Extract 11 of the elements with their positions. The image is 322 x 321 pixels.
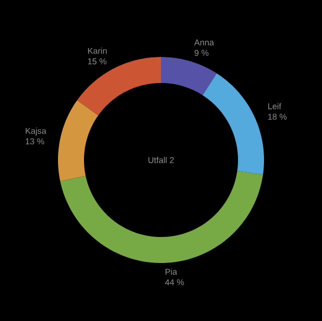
slice-label: Leif <box>268 103 282 110</box>
slice-label: Pia <box>166 268 178 275</box>
slice-label: Kajsa <box>26 128 46 136</box>
slice-label: Anna <box>194 40 214 46</box>
data-label: 44 % <box>165 279 184 286</box>
data-label: 18 % <box>268 114 287 120</box>
text: Utfall 2 <box>148 156 174 164</box>
slice-label: Karin <box>88 48 107 54</box>
data-label: 15 % <box>88 58 106 64</box>
data-label: 13 % <box>26 138 44 144</box>
data-label: 9 % <box>194 50 208 56</box>
